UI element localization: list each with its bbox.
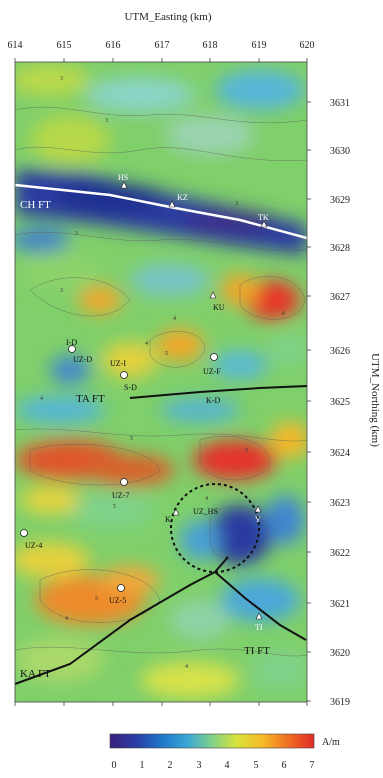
contour-label: 4 — [205, 496, 208, 502]
contour-label: 5 — [165, 351, 168, 357]
x-tick-label: 617 — [155, 40, 170, 51]
site-marker-uz-d — [68, 345, 76, 353]
site-label-hs: HS — [118, 173, 128, 182]
site-label-uz-5: UZ-5 — [109, 596, 126, 605]
colorbar-tick: 5 — [254, 760, 259, 771]
uz-hs-dashed-circle — [170, 483, 260, 573]
contour-label: 3 — [105, 118, 108, 124]
colorbar-tick: 7 — [310, 760, 315, 771]
fault-label-ka: KA FT — [20, 668, 51, 680]
colorbar-tick: 4 — [225, 760, 230, 771]
site-marker-uz-f — [210, 353, 218, 361]
site-marker-ti — [255, 612, 263, 620]
colorbar-tick: 3 — [197, 760, 202, 771]
colorbar-tick: 2 — [168, 760, 173, 771]
x-tick-label: 614 — [8, 40, 23, 51]
x-tick-label: 620 — [300, 40, 315, 51]
x-tick-label: 615 — [57, 40, 72, 51]
contour-label: 4 — [145, 341, 148, 347]
site-marker-k — [172, 508, 180, 516]
fault-label-ch: CH FT — [20, 199, 51, 211]
contour-label: 4 — [40, 396, 43, 402]
site-marker-uz-i — [120, 371, 128, 379]
y-tick-label: 3629 — [330, 195, 350, 206]
fault-label-ti: TI FT — [244, 645, 270, 657]
y-axis-title: UTM_Northing (km) — [369, 353, 381, 447]
x-axis-title: UTM_Easting (km) — [124, 11, 211, 23]
contour-label: 4 — [173, 316, 176, 322]
ti-fault-line — [214, 571, 307, 641]
x-tick-label: 618 — [203, 40, 218, 51]
y-tick-label: 3626 — [330, 346, 350, 357]
contour-label: 5 — [113, 504, 116, 510]
site-marker-uz-4 — [20, 529, 28, 537]
contour-label: 4 — [65, 616, 68, 622]
ta-fault-line — [129, 385, 307, 399]
site-marker-uz-5 — [117, 584, 125, 592]
y-tick-label: 3631 — [330, 98, 350, 109]
x-tick-label: 619 — [252, 40, 267, 51]
tick-marks — [14, 58, 311, 706]
contour-label: 3 — [75, 231, 78, 237]
y-tick-label: 3621 — [330, 599, 350, 610]
contour-label: 3 — [60, 76, 63, 82]
spring-markers — [120, 181, 268, 620]
colorbar: A/m 0 1 2 3 4 5 6 7 — [109, 733, 340, 771]
contour-label: 5 — [95, 596, 98, 602]
y-tick-label: 3630 — [330, 146, 350, 157]
colorbar-gradient — [109, 733, 315, 749]
contour-label: 3 — [60, 288, 63, 294]
ka-fault-line — [15, 556, 229, 685]
contour-label: 4 — [185, 664, 188, 670]
colorbar-unit: A/m — [322, 737, 340, 748]
y-tick-label: 3620 — [330, 648, 350, 659]
contour-label: 3 — [235, 201, 238, 207]
x-tick-labels: 614 615 616 617 618 619 620 — [8, 40, 315, 51]
y-tick-label: 3628 — [330, 243, 350, 254]
y-tick-label: 3619 — [330, 697, 350, 708]
site-label-k-d: K-D — [206, 396, 220, 405]
borehole-markers — [20, 345, 218, 592]
site-label-ku: KU — [213, 303, 225, 312]
site-marker-uz-7 — [120, 478, 128, 486]
colorbar-tick: 6 — [282, 760, 287, 771]
contour-lines — [15, 106, 307, 657]
site-label-uz-7: UZ-7 — [112, 491, 129, 500]
site-marker-kz — [168, 200, 176, 208]
y-tick-label: 3622 — [330, 548, 350, 559]
site-label-s-d: S-D — [124, 383, 137, 392]
site-marker-hs — [120, 181, 128, 189]
y-tick-label: 3625 — [330, 397, 350, 408]
colorbar-tick: 0 — [112, 760, 117, 771]
site-label-ti: TI — [255, 623, 263, 632]
magnetization-raster: 3 3 3 3 3 4 4 4 4 4 4 5 5 5 5 5 5 6 — [15, 62, 307, 702]
x-tick-label: 616 — [106, 40, 121, 51]
site-label-id: I-D — [66, 338, 77, 347]
site-label-uz-4: UZ-4 — [25, 541, 42, 550]
site-marker-tk — [260, 220, 268, 228]
contour-label: 5 — [245, 448, 248, 454]
site-label-uz-f: UZ-F — [203, 367, 221, 376]
site-label-uz-i: UZ-I — [110, 359, 126, 368]
site-marker-y — [254, 505, 262, 513]
site-label-uz-d: UZ-D — [73, 355, 92, 364]
site-label-k: K — [165, 515, 171, 524]
contour-label: 5 — [130, 436, 133, 442]
contour-label: 6 — [282, 311, 285, 317]
site-label-kz: KZ — [177, 193, 188, 202]
fault-label-ta: TA FT — [76, 393, 105, 405]
y-tick-label: 3624 — [330, 448, 350, 459]
y-tick-label: 3627 — [330, 292, 350, 303]
site-label-y: Y — [255, 515, 261, 524]
site-label-tk: TK — [258, 213, 269, 222]
colorbar-tick: 1 — [140, 760, 145, 771]
site-label-uz-hs: UZ_HS — [193, 507, 218, 516]
y-tick-labels: 3631 3630 3629 3628 3627 3626 3625 3624 … — [330, 98, 350, 708]
site-marker-ku — [209, 291, 217, 299]
plot-frame — [14, 61, 308, 703]
y-tick-label: 3623 — [330, 498, 350, 509]
